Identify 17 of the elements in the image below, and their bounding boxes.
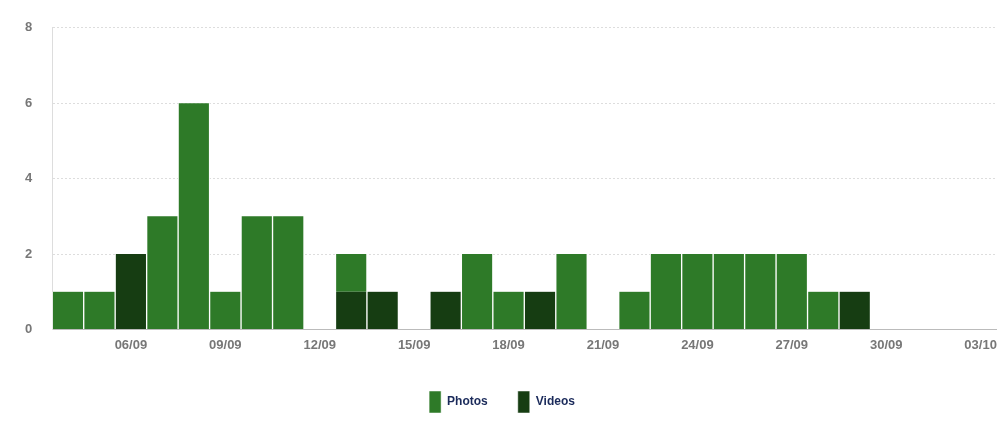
x-tick-label: 21/09 [586, 336, 620, 352]
y-tick-label: 4 [25, 170, 33, 186]
x-tick-label: 12/09 [303, 336, 337, 352]
legend-label: Videos [535, 394, 576, 409]
x-tick-label: 09/09 [209, 336, 242, 352]
x-tick-label: 18/09 [492, 336, 525, 352]
x-tick-label: 06/09 [114, 336, 148, 352]
x-tick-label: 30/09 [869, 336, 903, 352]
y-tick-label: 2 [25, 245, 33, 261]
y-tick-label: 0 [25, 320, 33, 336]
legend-label: Photos [447, 394, 489, 409]
y-tick-label: 6 [25, 94, 33, 110]
x-tick-label: 03/10 [964, 336, 997, 352]
y-tick-label: 8 [25, 19, 33, 35]
x-tick-label: 15/09 [397, 336, 431, 352]
x-tick-label: 24/09 [681, 336, 714, 352]
x-tick-label: 27/09 [775, 336, 809, 352]
